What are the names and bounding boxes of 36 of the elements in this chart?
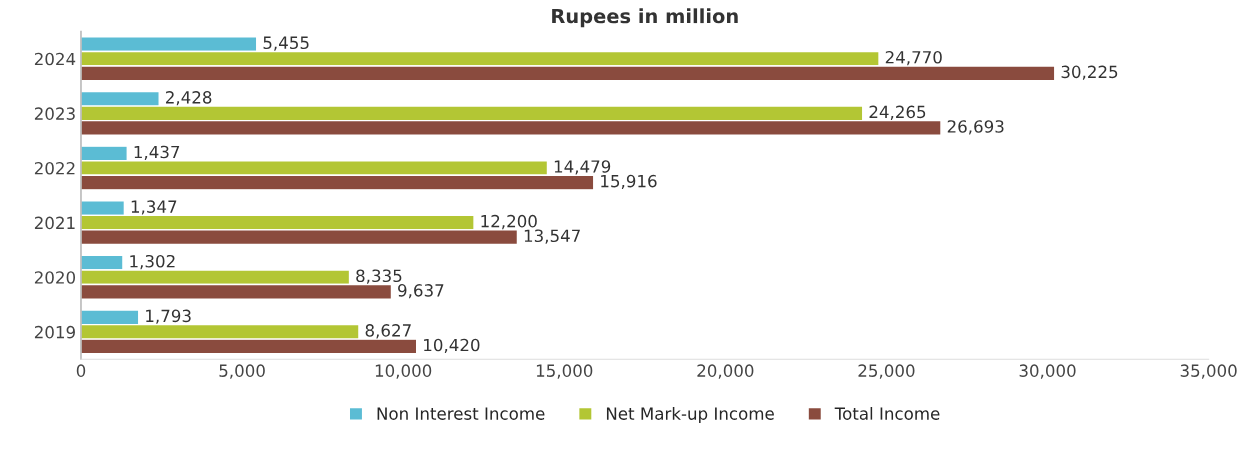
data-label: 5,455 [263, 36, 309, 51]
data-label: 1,302 [130, 254, 175, 270]
data-label: 26,693 [947, 120, 1004, 135]
data-label: 2,428 [165, 91, 212, 106]
legend-label: Non Interest Income [377, 407, 545, 420]
legend-label: Total Income [834, 406, 940, 420]
data-label: 1,347 [131, 200, 177, 215]
x-tick-label: 25,000 [858, 364, 915, 379]
data-label: 15,916 [601, 174, 657, 190]
y-tick-label: 2024 [34, 52, 76, 66]
y-tick-label: 2022 [34, 161, 75, 175]
data-label: 14,479 [554, 160, 611, 175]
data-label: 1,437 [134, 145, 180, 160]
y-tick-label: 2020 [34, 271, 76, 284]
x-tick-label: 35,000 [1180, 364, 1237, 379]
x-tick-label: 5,000 [219, 364, 265, 379]
x-tick-label: 30,000 [1019, 364, 1076, 379]
x-tick-label: 10,000 [375, 364, 432, 379]
data-label: 8,627 [365, 324, 411, 339]
data-label: 8,335 [356, 269, 402, 284]
data-label: 13,547 [524, 229, 580, 244]
x-tick-label: 15,000 [536, 364, 593, 379]
data-label: 30,225 [1061, 65, 1118, 80]
y-tick-label: 2021 [34, 216, 75, 230]
data-label: 24,265 [869, 105, 926, 120]
x-tick-label: 0 [76, 364, 86, 377]
y-tick-label: 2019 [34, 325, 75, 339]
legend-label: Net Mark-up Income [606, 406, 774, 424]
data-label: 9,637 [398, 284, 444, 299]
data-label: 12,200 [481, 214, 537, 230]
chart-title: Rupees in million [552, 8, 738, 28]
x-tick-label: 20,000 [697, 364, 754, 379]
data-label: 10,420 [424, 338, 480, 353]
data-label: 1,793 [146, 309, 191, 324]
y-tick-label: 2023 [34, 107, 75, 120]
data-label: 24,770 [885, 50, 942, 66]
